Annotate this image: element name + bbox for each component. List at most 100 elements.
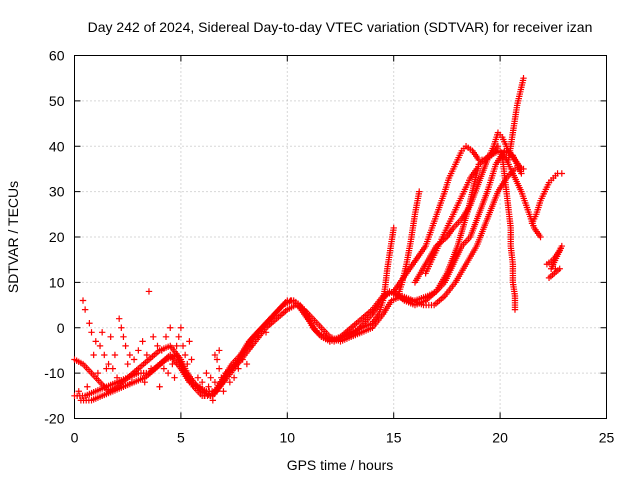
data-point (156, 383, 163, 390)
data-point (105, 360, 112, 368)
data-point (205, 383, 212, 390)
y-tick-label: 20 (49, 229, 65, 245)
data-point (390, 224, 397, 232)
data-point (162, 333, 170, 341)
y-tick-label: -20 (44, 411, 64, 427)
data-point (226, 379, 234, 386)
data-point (179, 342, 187, 350)
series-track-3 (77, 165, 527, 404)
data-point (216, 365, 223, 372)
data-point (113, 374, 121, 381)
data-point (520, 74, 527, 82)
data-point (230, 374, 238, 381)
series-track-1 (71, 147, 544, 400)
data-point (111, 351, 119, 359)
data-point (96, 342, 104, 350)
x-tick-label: 20 (492, 430, 508, 446)
data-point (558, 170, 566, 177)
data-point (150, 333, 157, 341)
data-point (473, 165, 480, 173)
data-point (218, 374, 225, 381)
x-tick-label: 0 (71, 430, 79, 446)
chart-title: Day 242 of 2024, Sidereal Day-to-day VTE… (88, 19, 593, 35)
data-point (203, 369, 210, 377)
data-point (101, 351, 108, 359)
data-point (211, 351, 219, 359)
data-point (122, 342, 129, 350)
data-point (177, 324, 185, 331)
data-point (222, 369, 229, 377)
data-points (71, 74, 566, 404)
data-point (175, 333, 182, 341)
x-tick-label: 25 (599, 430, 615, 446)
data-point (118, 324, 125, 331)
data-point (154, 342, 161, 350)
data-point (124, 360, 131, 368)
data-point (109, 365, 117, 372)
data-point (196, 383, 204, 390)
data-point (207, 374, 214, 381)
data-point (75, 388, 82, 395)
data-point (120, 333, 127, 341)
data-point (171, 374, 178, 381)
data-point (84, 383, 91, 390)
data-point (86, 320, 93, 327)
data-point (81, 306, 89, 313)
y-tick-label: -10 (44, 365, 64, 381)
y-tick-label: 10 (49, 274, 65, 290)
data-point (135, 347, 142, 354)
data-point (262, 329, 270, 336)
data-point (209, 397, 217, 404)
data-point (160, 365, 168, 372)
data-point (184, 360, 191, 368)
series-track-11 (528, 170, 566, 227)
series-track-8 (422, 165, 480, 277)
data-point (194, 374, 202, 381)
data-point (545, 274, 553, 282)
data-point (537, 233, 544, 241)
data-point (107, 333, 114, 341)
y-tick-label: 50 (49, 93, 65, 109)
data-point (164, 369, 172, 377)
data-point (173, 342, 180, 350)
data-point (141, 379, 148, 386)
data-point (213, 388, 221, 395)
data-point (143, 351, 151, 359)
y-tick-label: 60 (49, 48, 65, 64)
data-point (98, 329, 106, 336)
data-point (188, 356, 195, 363)
data-point (167, 324, 174, 331)
data-point (79, 297, 87, 304)
data-point (169, 360, 176, 368)
x-tick-label: 10 (280, 430, 296, 446)
data-point (243, 360, 251, 368)
y-tick-label: 40 (49, 138, 65, 154)
x-tick-label: 15 (386, 430, 402, 446)
data-point (90, 351, 97, 359)
data-point (247, 342, 255, 350)
data-point (186, 338, 193, 345)
data-point (220, 388, 227, 395)
y-tick-label: 30 (49, 184, 65, 200)
data-point (239, 356, 246, 363)
data-point (130, 356, 138, 363)
data-point (103, 365, 110, 372)
data-point (88, 329, 95, 336)
x-axis-label: GPS time / hours (287, 457, 394, 473)
series-track-4 (326, 224, 397, 345)
data-point (181, 351, 189, 359)
data-point (198, 379, 206, 386)
x-tick-label: 5 (177, 430, 185, 446)
data-point (139, 338, 146, 345)
series-track-2 (71, 147, 525, 400)
data-point (126, 351, 134, 359)
y-axis-label: SDTVAR / TECUs (5, 181, 21, 293)
series-track-10 (505, 74, 527, 164)
series-track-9 (499, 152, 519, 313)
data-point (254, 333, 261, 341)
data-point (213, 356, 221, 363)
series-scatter-morning (194, 329, 270, 404)
data-point (145, 288, 153, 295)
data-point (94, 369, 102, 377)
